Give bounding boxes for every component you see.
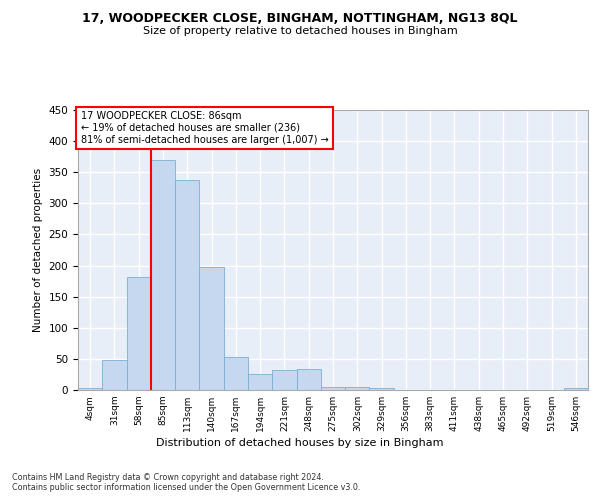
Bar <box>272 370 296 390</box>
Bar <box>224 357 248 390</box>
Text: Contains HM Land Registry data © Crown copyright and database right 2024.: Contains HM Land Registry data © Crown c… <box>12 472 324 482</box>
Text: Distribution of detached houses by size in Bingham: Distribution of detached houses by size … <box>156 438 444 448</box>
Text: 17, WOODPECKER CLOSE, BINGHAM, NOTTINGHAM, NG13 8QL: 17, WOODPECKER CLOSE, BINGHAM, NOTTINGHA… <box>82 12 518 26</box>
Bar <box>321 387 345 390</box>
Bar <box>248 374 272 390</box>
Bar <box>199 268 224 390</box>
Bar <box>102 360 127 390</box>
Bar <box>296 370 321 390</box>
Bar <box>175 180 199 390</box>
Bar <box>370 388 394 390</box>
Bar <box>151 160 175 390</box>
Bar <box>345 387 370 390</box>
Y-axis label: Number of detached properties: Number of detached properties <box>33 168 43 332</box>
Bar <box>127 277 151 390</box>
Text: 17 WOODPECKER CLOSE: 86sqm
← 19% of detached houses are smaller (236)
81% of sem: 17 WOODPECKER CLOSE: 86sqm ← 19% of deta… <box>80 112 328 144</box>
Bar <box>564 388 588 390</box>
Bar <box>78 388 102 390</box>
Text: Size of property relative to detached houses in Bingham: Size of property relative to detached ho… <box>143 26 457 36</box>
Text: Contains public sector information licensed under the Open Government Licence v3: Contains public sector information licen… <box>12 484 361 492</box>
